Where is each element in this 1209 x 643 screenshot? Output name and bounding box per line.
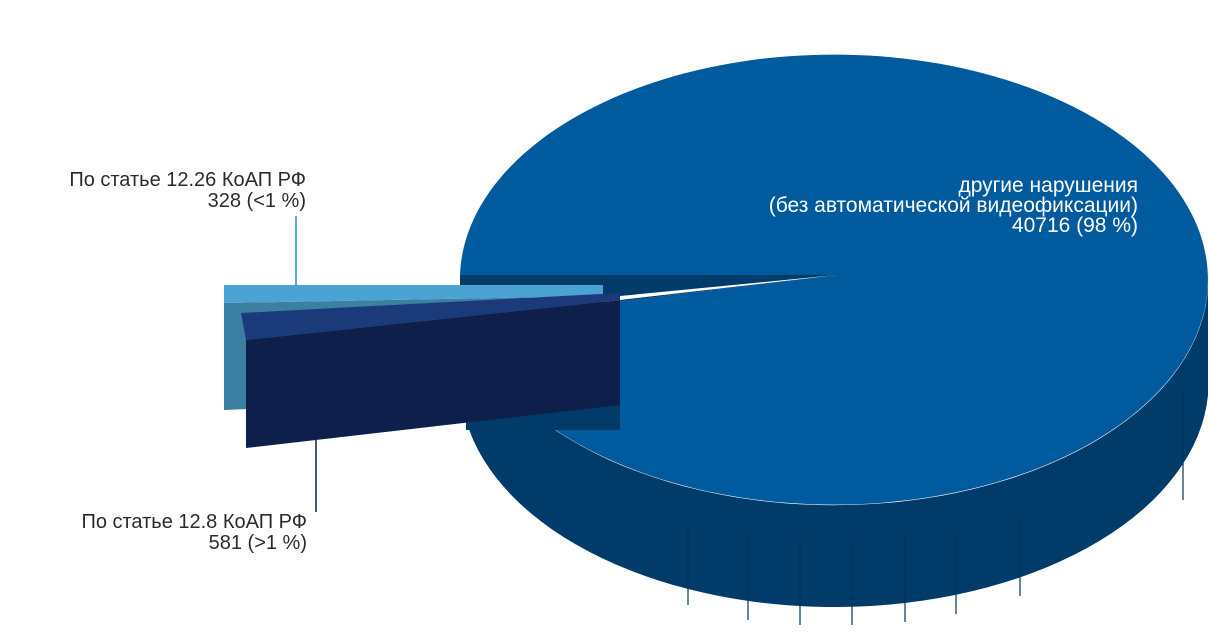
- label-12-26: По статье 12.26 КоАП РФ 328 (<1 %): [69, 170, 306, 212]
- label-12-8: По статье 12.8 КоАП РФ 581 (>1 %): [81, 512, 307, 554]
- label-12-8-value: 581 (>1 %): [208, 532, 307, 554]
- label-12-26-name: По статье 12.26 КоАП РФ: [69, 169, 306, 191]
- pie-slice-12-8-side: [246, 300, 620, 448]
- label-12-8-name: По статье 12.8 КоАП РФ: [81, 511, 307, 533]
- label-main-value: 40716 (98 %): [1011, 214, 1138, 237]
- pie-side-seams: [687, 395, 1184, 625]
- pie-slice-12-8: [241, 293, 620, 340]
- label-main-name: другие нарушения: [958, 174, 1138, 197]
- label-12-26-value: 328 (<1 %): [207, 190, 306, 212]
- label-main-sublabel: (без автоматической видеофиксации): [768, 194, 1138, 217]
- label-main: другие нарушения (без автоматической вид…: [768, 174, 1138, 237]
- pie-slice-12-26: [224, 285, 603, 303]
- pie-slice-main-side: [466, 275, 1209, 607]
- pie-slice-main: [460, 54, 1208, 505]
